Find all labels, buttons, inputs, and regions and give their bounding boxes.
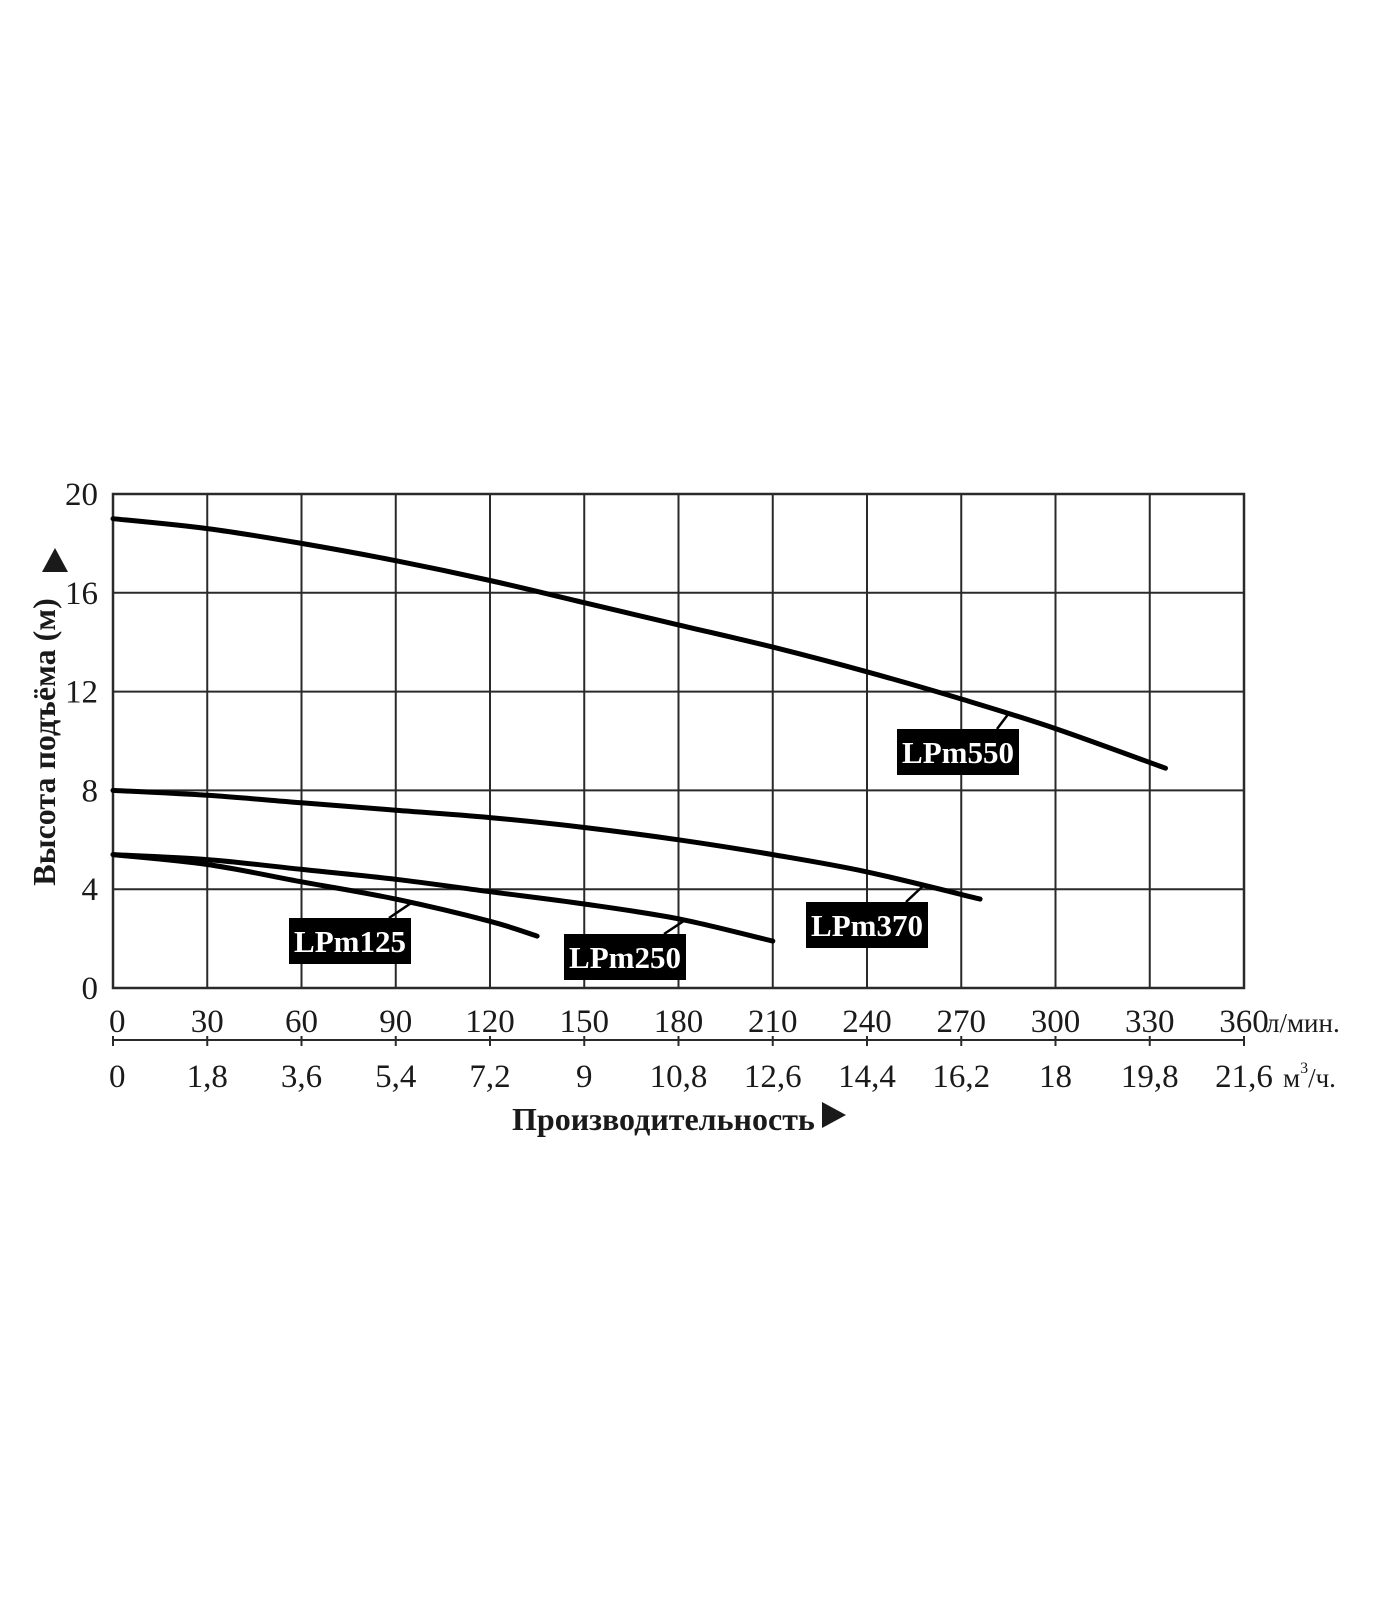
- x-tick-label-secondary: 5,4: [375, 1059, 416, 1095]
- x-tick-label-secondary: 10,8: [650, 1059, 708, 1095]
- x-tick-labels-secondary: 0 1,8 3,6 5,4 7,2 9 10,8 12,6 14,4 16,2 18 19,8 21,6: [109, 1059, 1273, 1095]
- x-tick-label-secondary: 18: [1039, 1059, 1072, 1095]
- x-tick-label-secondary: 9: [576, 1059, 593, 1095]
- series-line-lpm250: [110, 852, 776, 944]
- y-tick-label: 8: [82, 773, 99, 809]
- x-tick-label-primary: 300: [1031, 1004, 1081, 1040]
- series-label-leader: [388, 901, 413, 920]
- series-line-lpm370: [110, 787, 983, 902]
- x-tick-label-primary: 270: [937, 1004, 987, 1040]
- series-labels: LPm550 LPm370 LPm250 LPm125: [289, 713, 1019, 980]
- x-tick-label-secondary: 12,6: [744, 1059, 802, 1095]
- y-axis-title: Высота подъёма (м): [26, 548, 68, 886]
- x-tick-label-secondary: 3,6: [281, 1059, 322, 1095]
- series-label-leader: [905, 884, 925, 903]
- x-tick-label-primary: 90: [379, 1004, 412, 1040]
- x-tick-label-secondary: 0: [109, 1059, 126, 1095]
- x-unit-primary: л/мин.: [1266, 1008, 1340, 1038]
- y-tick-label: 0: [82, 971, 99, 1007]
- x-tick-label-primary: 0: [109, 1004, 126, 1040]
- x-axis-title: Производительность: [512, 1101, 846, 1137]
- series-label-lpm550: LPm550: [902, 735, 1014, 770]
- series-line-lpm550: [110, 516, 1168, 771]
- y-tick-label: 20: [65, 477, 98, 513]
- series-label-lpm370: LPm370: [811, 908, 923, 943]
- series-label-leader: [663, 919, 686, 936]
- y-tick-label: 16: [65, 576, 98, 612]
- x-tick-label-secondary: 14,4: [838, 1059, 896, 1095]
- x-tick-label-secondary: 16,2: [932, 1059, 990, 1095]
- series-label-leader: [996, 713, 1010, 730]
- y-axis-title-text: Высота подъёма (м): [26, 598, 62, 885]
- series-label-box: [897, 729, 1019, 775]
- x-tick-label-primary: 30: [191, 1004, 224, 1040]
- series-label-box: [564, 934, 686, 980]
- x-tick-label-primary: 330: [1125, 1004, 1175, 1040]
- x-unit-secondary: м3/ч.: [1283, 1060, 1336, 1093]
- series-label-box: [806, 902, 928, 948]
- x-tick-label-primary: 60: [285, 1004, 318, 1040]
- y-tick-label: 12: [65, 675, 98, 711]
- series-line-lpm125: [110, 852, 540, 939]
- x-tick-labels-primary: 0 30 60 90 120 150 180 210 240 270 300 330 360: [109, 1004, 1269, 1040]
- x-tick-label-primary: 150: [560, 1004, 610, 1040]
- x-axis-arrow-icon: [822, 1102, 846, 1128]
- y-tick-label: 4: [82, 872, 99, 908]
- x-tick-label-primary: 360: [1219, 1004, 1269, 1040]
- x-tick-label-primary: 210: [748, 1004, 798, 1040]
- y-axis-arrow-icon: [42, 548, 68, 572]
- x-tick-label-primary: 240: [842, 1004, 892, 1040]
- x-tick-label-secondary: 1,8: [187, 1059, 228, 1095]
- x-tick-label-secondary: 7,2: [469, 1059, 510, 1095]
- x-tick-label-primary: 180: [654, 1004, 704, 1040]
- series-label-box: [289, 918, 411, 964]
- x-tick-label-primary: 120: [465, 1004, 515, 1040]
- series-lines: [110, 516, 1168, 944]
- x-tick-label-secondary: 21,6: [1215, 1059, 1273, 1095]
- plot-frame: [111, 492, 1246, 990]
- y-tick-labels: 0 4 8 12 16 20: [65, 477, 98, 1007]
- x-axis-title-text: Производительность: [512, 1101, 815, 1137]
- series-label-lpm250: LPm250: [569, 940, 681, 975]
- x-tick-label-secondary: 19,8: [1121, 1059, 1179, 1095]
- series-label-lpm125: LPm125: [294, 924, 406, 959]
